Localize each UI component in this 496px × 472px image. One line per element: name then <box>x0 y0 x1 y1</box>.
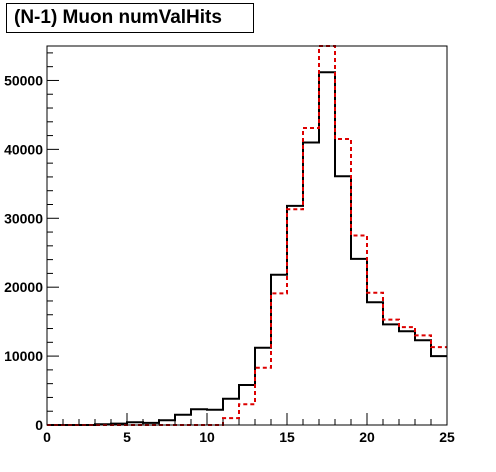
y-tick-label: 30000 <box>4 210 43 226</box>
y-tick-label: 10000 <box>4 348 43 364</box>
y-tick-label: 20000 <box>4 279 43 295</box>
chart-title: (N-1) Muon numValHits <box>6 3 254 33</box>
x-tick-label: 25 <box>439 429 455 445</box>
y-tick-label: 0 <box>35 417 43 433</box>
plot-frame <box>46 45 448 426</box>
y-tick-label: 40000 <box>4 141 43 157</box>
x-tick-label: 10 <box>199 429 215 445</box>
x-tick-label: 5 <box>123 429 131 445</box>
x-tick-label: 20 <box>359 429 375 445</box>
x-tick-label: 15 <box>279 429 295 445</box>
histogram-series-1 <box>47 45 447 426</box>
histogram-series-0 <box>47 71 447 426</box>
x-tick-label: 0 <box>43 429 51 445</box>
y-tick-label: 50000 <box>4 72 43 88</box>
